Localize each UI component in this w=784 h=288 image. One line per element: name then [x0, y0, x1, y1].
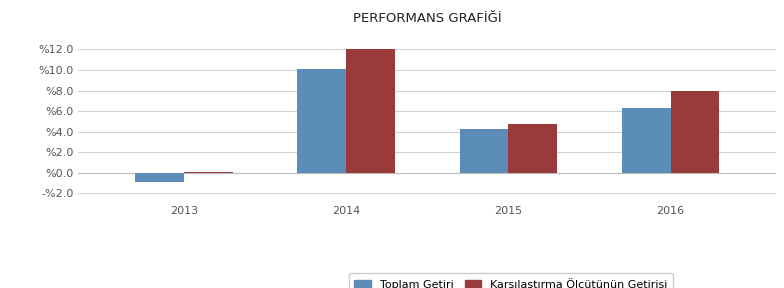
Title: PERFORMANS GRAFİĞİ: PERFORMANS GRAFİĞİ	[353, 12, 502, 25]
Bar	[135, 173, 184, 182]
Bar	[459, 128, 508, 173]
Legend: Toplam Getiri, Karşılaştırma Ölçütünün Getirisi: Toplam Getiri, Karşılaştırma Ölçütünün G…	[349, 273, 673, 288]
Bar	[622, 108, 670, 173]
Bar	[508, 124, 557, 173]
Bar	[297, 69, 347, 173]
Bar	[670, 90, 720, 173]
Bar	[347, 49, 395, 173]
Bar	[184, 172, 233, 173]
